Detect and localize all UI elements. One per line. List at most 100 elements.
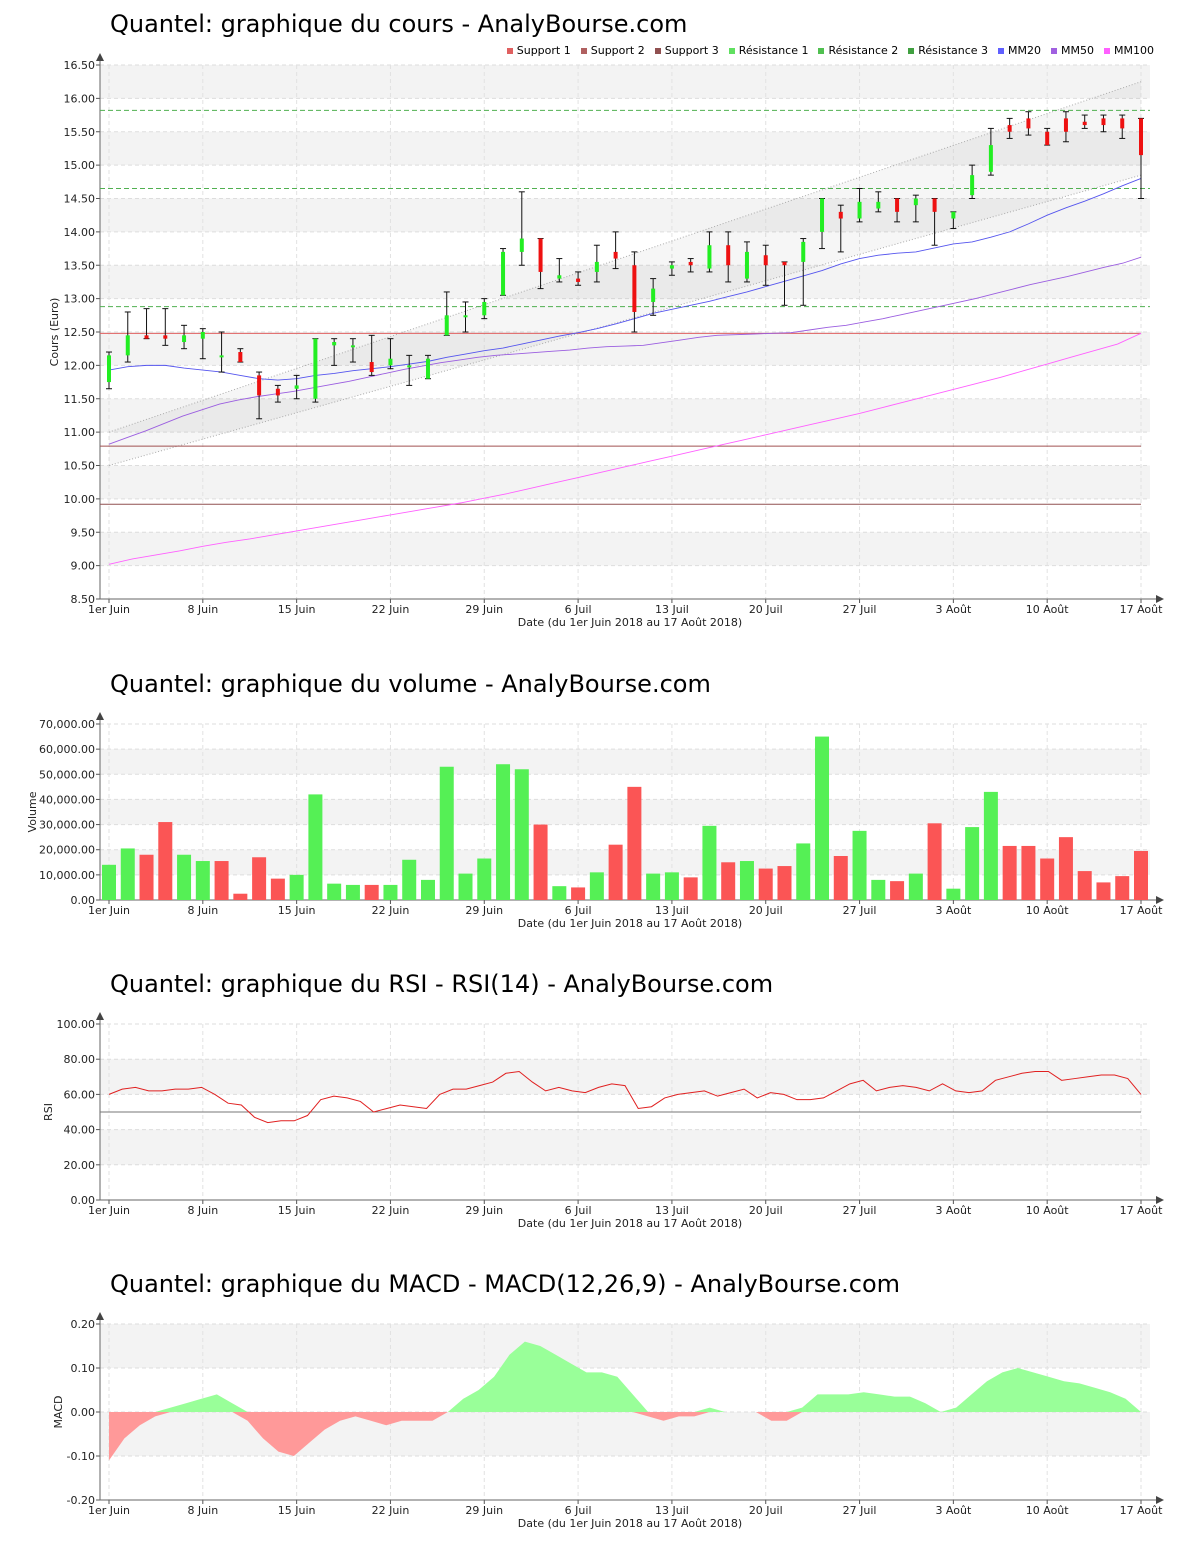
volume-bar [477,858,492,900]
candle-body [801,241,806,262]
y-axis-title: Cours (Euro) [48,298,61,367]
y-tick-label: 0.00 [71,1406,96,1419]
price-legend: Support 1 Support 2 Support 3 Résistance 1 R… [506,44,1154,57]
candle-body [820,198,825,232]
candle-body [163,335,168,339]
legend-item: Support 1 [506,44,571,57]
mm50-line [108,256,1142,445]
candle-body [895,198,900,212]
candle-body [1120,118,1125,129]
y-axis-title: MACD [52,1396,65,1429]
legend-label: MM100 [1114,44,1154,57]
legend-label: Résistance 2 [828,44,899,57]
y-tick-label: 15.50 [64,126,96,139]
legend-item: Résistance 2 [818,44,898,57]
macd-chart-title: Quantel: graphique du MACD - MACD(12,26,… [110,1270,901,1298]
x-tick-label: 20 Juil [749,1504,783,1517]
candle-body [632,265,637,312]
volume-bar [1002,845,1017,900]
x-tick-label: 8 Juin [187,603,218,616]
grid-band [100,131,1150,166]
volume-bar [552,886,567,900]
x-tick-label: 15 Juin [278,603,316,616]
volume-bar [345,884,360,900]
y-tick-label: 0.00 [71,1194,96,1207]
x-tick-label: 29 Juin [465,1204,503,1217]
candle-body [876,201,881,209]
y-tick-label: 10.00 [64,493,96,506]
candle-body [726,245,731,266]
legend-label: MM50 [1061,44,1095,57]
legend-swatch [908,47,915,54]
volume-bar [1115,876,1130,900]
candle-body [1045,131,1050,146]
x-tick-label: 17 Août [1120,904,1164,917]
x-tick-label: 22 Juin [372,603,410,616]
volume-bar [1021,845,1036,900]
volume-bar [908,873,923,900]
volume-bar [777,866,792,900]
volume-bar [364,884,379,900]
grid-band [100,465,1150,499]
legend-swatch [1104,47,1111,54]
x-tick-label: 22 Juin [372,904,410,917]
legend-item: MM50 [1051,44,1094,57]
volume-bar [571,887,586,900]
candle-body [763,255,768,266]
volume-bar [683,877,698,900]
mm100-line [108,332,1142,565]
y-tick-label: 11.50 [64,393,96,406]
volume-bar [402,859,417,900]
grid-band [100,198,1150,232]
x-tick-label: 27 Juil [843,1204,877,1217]
x-axis-title: Date (du 1er Juin 2018 au 17 Août 2018) [518,616,742,629]
x-tick-label: 6 Juil [565,1504,592,1517]
x-tick-label: 15 Juin [278,1204,316,1217]
volume-bar [833,856,848,900]
legend-label: Support 2 [590,44,645,57]
x-tick-label: 20 Juil [749,904,783,917]
candle-body [182,335,187,343]
volume-bar [815,736,830,900]
y-axis-title: RSI [42,1103,55,1121]
volume-bar [139,854,154,900]
rsi-plot: 0.00 20.00 40.00 60.00 80.00 100.00 1er Juin 8 … [42,1012,1164,1230]
y-tick-label: 12.00 [64,359,96,372]
rsi-chart-title: Quantel: graphique du RSI - RSI(14) - An… [110,970,774,998]
grid-band [100,1059,1150,1095]
y-tick-label: 13.00 [64,293,96,306]
candle-body [538,238,543,272]
candle-body [200,332,205,339]
volume-bar [270,878,285,900]
x-axis-arrow [1156,1196,1164,1204]
y-tick-label: 13.50 [64,259,96,272]
x-axis-arrow [1156,1496,1164,1504]
x-tick-label: 13 Juil [655,1504,689,1517]
volume-bar [1040,858,1055,900]
legend-label: Résistance 1 [738,44,809,57]
legend-item: Support 2 [580,44,645,57]
x-tick-label: 3 Août [935,1504,972,1517]
volume-bar [1077,871,1092,900]
candle-body [519,238,524,252]
x-tick-label: 1er Juin [88,1204,130,1217]
candle-body [838,211,843,219]
y-tick-label: 100.00 [57,1018,96,1031]
candle-body [275,388,280,396]
candle-body [1139,118,1143,156]
volume-bar [646,873,661,900]
legend-swatch [580,47,587,54]
volume-bar [965,827,980,900]
x-tick-label: 3 Août [935,603,972,616]
candle-body [107,355,111,383]
grid-band [100,532,1150,566]
volume-bar [102,864,116,900]
candle-body [482,301,487,316]
macd-chart: Quantel: graphique du MACD - MACD(12,26,… [0,1260,1200,1540]
candle-body [332,342,337,346]
x-tick-label: 3 Août [935,904,972,917]
volume-bar [158,822,173,900]
legend-swatch [1051,47,1058,54]
y-tick-label: 40,000.00 [39,793,95,806]
candle-body [1082,121,1087,126]
